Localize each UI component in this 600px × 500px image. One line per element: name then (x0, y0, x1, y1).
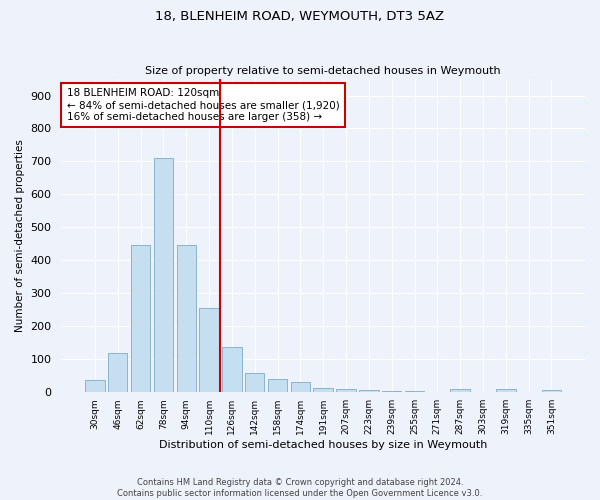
Bar (542, 390, 561, 392)
Bar (176, 244, 196, 392)
Text: Contains HM Land Registry data © Crown copyright and database right 2024.
Contai: Contains HM Land Registry data © Crown c… (118, 478, 482, 498)
Bar (313, 388, 333, 392)
Bar (451, 389, 470, 392)
Bar (290, 382, 310, 392)
Text: 18 BLENHEIM ROAD: 120sqm
← 84% of semi-detached houses are smaller (1,920)
16% o: 18 BLENHEIM ROAD: 120sqm ← 84% of semi-d… (67, 88, 340, 122)
Bar (496, 389, 515, 392)
Bar (222, 348, 242, 392)
X-axis label: Distribution of semi-detached houses by size in Weymouth: Distribution of semi-detached houses by … (159, 440, 487, 450)
Bar (268, 380, 287, 392)
Bar (85, 380, 104, 392)
Bar (245, 373, 265, 392)
Y-axis label: Number of semi-detached properties: Number of semi-detached properties (15, 139, 25, 332)
Bar (199, 308, 219, 392)
Bar (359, 390, 379, 392)
Title: Size of property relative to semi-detached houses in Weymouth: Size of property relative to semi-detach… (145, 66, 501, 76)
Text: 18, BLENHEIM ROAD, WEYMOUTH, DT3 5AZ: 18, BLENHEIM ROAD, WEYMOUTH, DT3 5AZ (155, 10, 445, 23)
Bar (108, 353, 127, 392)
Bar (337, 389, 356, 392)
Bar (154, 158, 173, 392)
Bar (382, 391, 401, 392)
Bar (405, 391, 424, 392)
Bar (131, 244, 150, 392)
